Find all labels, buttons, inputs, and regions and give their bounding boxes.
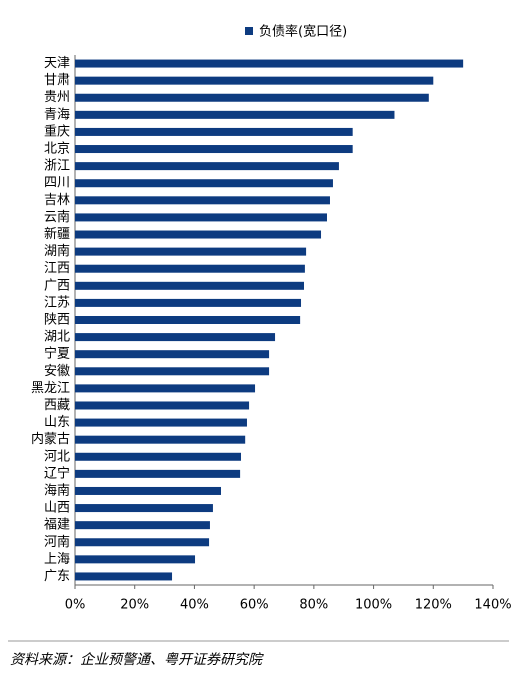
y-tick-label: 福建 (44, 518, 70, 533)
bar (75, 384, 256, 393)
y-tick-label: 甘肃 (44, 73, 70, 88)
legend-swatch (245, 27, 253, 35)
y-tick-label: 四川 (44, 176, 70, 191)
bar (75, 110, 395, 119)
bar (75, 469, 241, 478)
bar (75, 504, 213, 513)
y-tick-label: 广东 (44, 569, 70, 584)
bar (75, 281, 305, 290)
y-tick-label: 湖北 (44, 330, 70, 345)
y-tick-label: 安徽 (44, 364, 70, 379)
bar (75, 486, 222, 495)
bar (75, 538, 210, 547)
bar (75, 367, 270, 376)
bar (75, 316, 301, 324)
bar (75, 401, 250, 410)
bar (75, 521, 210, 530)
bar (75, 572, 173, 581)
x-tick-label: 80% (299, 598, 328, 613)
x-tick-label: 0% (65, 598, 86, 613)
y-tick-label: 上海 (44, 552, 70, 567)
y-tick-label: 陕西 (44, 313, 70, 328)
bar (75, 145, 353, 154)
bar (75, 264, 305, 273)
y-tick-label: 贵州 (44, 90, 70, 105)
y-tick-label: 宁夏 (44, 346, 70, 362)
y-tick-label: 浙江 (44, 159, 70, 174)
y-tick-label: 西藏 (44, 398, 70, 413)
bar (75, 247, 307, 256)
y-tick-label: 吉林 (44, 193, 70, 208)
x-tick-label: 100% (355, 598, 392, 613)
bar (75, 230, 322, 239)
y-tick-label: 云南 (44, 209, 70, 225)
y-tick-label: 河北 (44, 449, 70, 464)
bar (75, 435, 246, 444)
y-tick-label: 江苏 (44, 294, 70, 310)
x-tick-label: 120% (415, 598, 452, 613)
y-tick-label: 辽宁 (44, 465, 70, 481)
x-tick-label: 140% (474, 598, 511, 613)
y-tick-label: 山东 (44, 415, 70, 430)
y-tick-label: 广西 (44, 278, 70, 293)
bar (75, 298, 302, 307)
bar (75, 162, 339, 171)
bar (75, 333, 276, 342)
legend-label: 负债率(宽口径) (259, 24, 347, 40)
bar (75, 76, 434, 85)
bar (75, 350, 270, 359)
y-tick-label: 新疆 (44, 226, 70, 242)
y-tick-label: 湖南 (44, 243, 70, 259)
bar (75, 127, 353, 136)
y-tick-label: 天津 (44, 56, 70, 71)
y-tick-label: 山西 (44, 501, 70, 516)
bar (75, 179, 333, 188)
y-tick-label: 北京 (44, 142, 70, 157)
source-note: 资料来源：企业预警通、粤开证券研究院 (10, 652, 264, 668)
x-tick-label: 20% (120, 598, 149, 613)
y-tick-label: 江西 (44, 261, 70, 276)
y-tick-label: 海南 (44, 482, 70, 498)
bar (75, 452, 242, 461)
y-tick-label: 重庆 (44, 123, 70, 139)
bar (75, 93, 429, 102)
bar (75, 59, 464, 68)
x-tick-label: 60% (240, 598, 269, 613)
bar (75, 196, 330, 205)
bar (75, 213, 327, 222)
x-tick-label: 40% (180, 598, 209, 613)
y-tick-label: 黑龙江 (31, 381, 70, 396)
y-tick-label: 青海 (44, 107, 70, 122)
bar (75, 555, 196, 564)
bar (75, 418, 247, 427)
y-tick-label: 河南 (44, 534, 70, 550)
y-tick-label: 内蒙古 (31, 431, 70, 447)
